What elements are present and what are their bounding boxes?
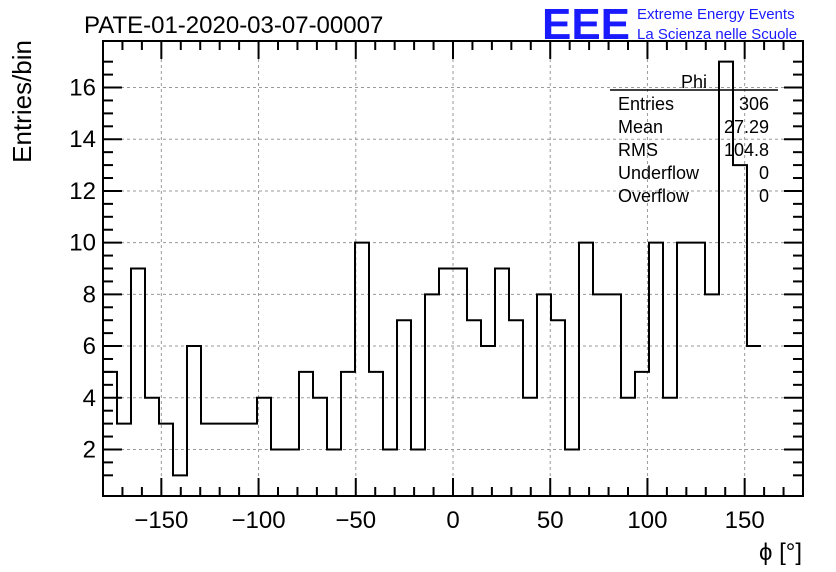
histogram-bin (621, 398, 635, 496)
histogram-bin (145, 398, 159, 496)
eee-logo: EEE Extreme Energy Events La Scienza nel… (542, 0, 797, 49)
x-axis-label: ϕ [°] (759, 539, 802, 566)
histogram-bin (313, 398, 327, 496)
stats-title: Phi (681, 72, 707, 92)
histogram-bin (467, 320, 481, 496)
stats-value: 27.29 (724, 117, 769, 137)
stats-value: 306 (739, 94, 769, 114)
histogram-bin (243, 424, 257, 496)
histogram-bin (537, 294, 551, 496)
y-tick-label: 4 (83, 385, 96, 412)
histogram-bin (187, 346, 201, 496)
x-tick-label: −50 (335, 507, 376, 534)
stats-value: 0 (759, 163, 769, 183)
histogram-bin (327, 449, 341, 496)
histogram-line (103, 60, 761, 477)
histogram-bin (635, 372, 649, 496)
histogram-bin (691, 243, 705, 496)
histogram-bin (593, 294, 607, 496)
histogram-bin (117, 424, 131, 496)
histogram-bin (103, 372, 117, 496)
logo-line-1: Extreme Energy Events (637, 6, 795, 23)
histogram-bin (299, 372, 313, 496)
axis-ticks (103, 41, 803, 496)
histogram-bin (733, 165, 747, 496)
x-tick-label: 100 (627, 507, 667, 534)
histogram-bin (453, 269, 467, 497)
stats-label: Underflow (618, 163, 700, 183)
histogram-bin (369, 372, 383, 496)
y-tick-label: 12 (69, 178, 96, 205)
x-tick-label: 150 (725, 507, 765, 534)
histogram-bin (523, 398, 537, 496)
histogram-bin (677, 243, 691, 496)
histogram-bin (663, 398, 677, 496)
histogram-bin (425, 294, 439, 496)
y-tick-label: 6 (83, 333, 96, 360)
histogram-bin (131, 269, 145, 497)
histogram-bin (509, 320, 523, 496)
stats-value: 104.8 (724, 140, 769, 160)
x-tick-label: −100 (232, 507, 286, 534)
y-tick-label: 2 (83, 436, 96, 463)
histogram-bin (747, 346, 761, 496)
x-tick-label: 0 (446, 507, 459, 534)
histogram-bin (551, 320, 565, 496)
stats-label: RMS (618, 140, 658, 160)
stats-value: 0 (759, 186, 769, 206)
y-tick-label: 16 (69, 75, 96, 102)
stats-box: Phi Entries 306 Mean 27.29 RMS 104.8 Underflow… (610, 72, 778, 206)
histogram-bin (565, 449, 579, 496)
y-tick-label: 14 (69, 126, 96, 153)
histogram-bin (397, 320, 411, 496)
stats-label: Overflow (618, 186, 690, 206)
y-tick-labels: 2 4 6 8 10 12 14 16 (69, 75, 96, 464)
grid-lines (103, 41, 803, 496)
histogram-bin (649, 243, 663, 496)
histogram-series (103, 60, 761, 497)
histogram-bin (355, 243, 369, 496)
y-axis-label: Entries/bin (7, 40, 37, 163)
histogram-bin (439, 269, 453, 497)
histogram-bin (215, 424, 229, 496)
chart-title: PATE-01-2020-03-07-00007 (84, 12, 383, 39)
histogram-bin (579, 243, 593, 496)
x-tick-label: 50 (537, 507, 564, 534)
eee-logo-mark: EEE (542, 0, 630, 49)
x-tick-labels: −150 −100 −50 0 50 100 150 (134, 507, 764, 534)
y-tick-label: 8 (83, 281, 96, 308)
histogram-bin (481, 346, 495, 496)
histogram-bin (607, 294, 621, 496)
y-tick-label: 10 (69, 230, 96, 257)
histogram-bin (495, 269, 509, 497)
logo-line-2: La Scienza nelle Scuole (637, 26, 797, 43)
histogram-bin (341, 372, 355, 496)
histogram-bin (411, 449, 425, 496)
stats-label: Mean (618, 117, 663, 137)
histogram-bin (229, 424, 243, 496)
histogram-bin (201, 424, 215, 496)
stats-label: Entries (618, 94, 674, 114)
x-tick-label: −150 (134, 507, 188, 534)
histogram-bin (705, 294, 719, 496)
